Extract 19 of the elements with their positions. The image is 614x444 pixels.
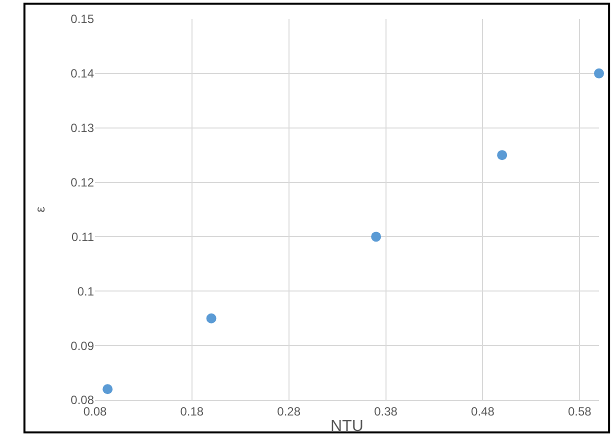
x-tick-label: 0.38: [374, 404, 398, 418]
y-tick-label: 0.1: [77, 284, 94, 298]
y-axis-title: ε: [32, 206, 48, 212]
x-tick-label: 0.58: [568, 404, 592, 418]
x-tick-label: 0.18: [180, 404, 204, 418]
point: [371, 232, 382, 242]
point: [102, 384, 113, 394]
x-tick-label: 0.48: [471, 404, 495, 418]
y-tick-label: 0.13: [70, 121, 94, 136]
point: [497, 150, 508, 160]
y-tick-label: 0.09: [70, 338, 94, 353]
point: [594, 68, 604, 78]
x-axis-title: NTU: [330, 418, 364, 436]
y-tick-label: 0.15: [70, 12, 94, 26]
y-tick-label: 0.12: [70, 175, 94, 190]
point: [206, 313, 216, 324]
x-tick-label: 0.28: [277, 404, 301, 418]
y-tick-label: 0.14: [70, 66, 94, 81]
y-tick-label: 0.11: [72, 230, 94, 244]
